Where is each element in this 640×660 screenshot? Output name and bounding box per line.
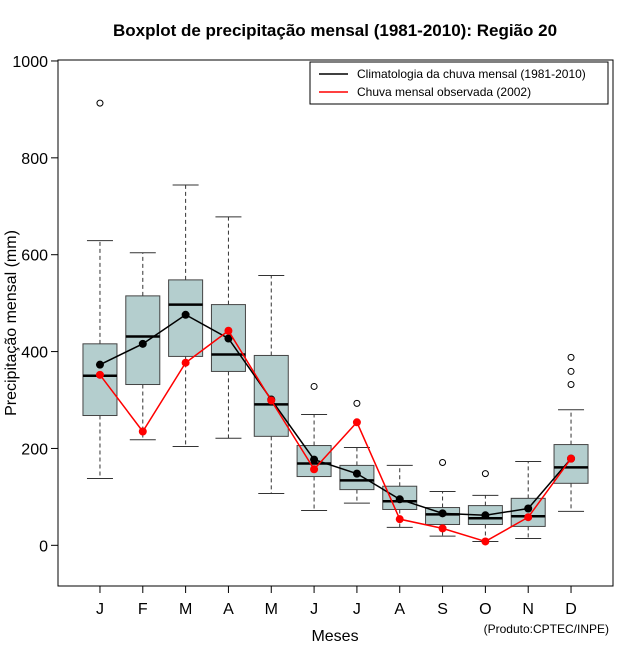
y-tick-label: 0 bbox=[39, 538, 48, 555]
outlier-point bbox=[96, 99, 104, 107]
box bbox=[553, 444, 589, 484]
box bbox=[125, 295, 161, 386]
y-tick-label: 200 bbox=[21, 441, 48, 458]
climatology-point bbox=[524, 504, 533, 513]
x-tick-label: A bbox=[223, 601, 234, 618]
outlier-point bbox=[567, 353, 575, 361]
observed-point bbox=[567, 454, 576, 463]
observed-point bbox=[138, 427, 147, 436]
box bbox=[82, 343, 118, 417]
observed-point bbox=[181, 358, 190, 367]
y-axis-label: Precipitação mensal (mm) bbox=[3, 230, 20, 416]
x-tick-label: J bbox=[310, 601, 318, 618]
y-tick-label: 1000 bbox=[12, 54, 48, 71]
x-tick-label: O bbox=[479, 601, 491, 618]
observed-point bbox=[395, 515, 404, 524]
x-tick-label: M bbox=[265, 601, 278, 618]
credit-label: (Produto:CPTEC/INPE) bbox=[484, 622, 609, 636]
outlier-point bbox=[310, 382, 318, 390]
observed-point bbox=[524, 513, 533, 522]
climatology-point bbox=[481, 511, 490, 520]
y-tick-label: 600 bbox=[21, 248, 48, 265]
outlier-point bbox=[481, 470, 489, 478]
outlier-point bbox=[439, 458, 447, 466]
outlier-point bbox=[353, 399, 361, 407]
legend-label-climatology: Climatologia da chuva mensal (1981-2010) bbox=[357, 67, 586, 81]
observed-point bbox=[481, 537, 490, 546]
observed-point bbox=[224, 326, 233, 335]
legend: Climatologia da chuva mensal (1981-2010)… bbox=[309, 61, 609, 105]
y-tick-label: 800 bbox=[21, 151, 48, 168]
x-axis-label: Meses bbox=[311, 628, 358, 645]
observed-point bbox=[267, 396, 276, 405]
climatology-point bbox=[310, 455, 319, 464]
climatology-point bbox=[438, 509, 447, 518]
x-tick-label: D bbox=[565, 601, 577, 618]
climatology-point bbox=[352, 469, 361, 478]
plot-frame bbox=[57, 59, 614, 587]
climatology-point bbox=[181, 310, 190, 319]
legend-box bbox=[309, 61, 609, 105]
observed-line bbox=[99, 329, 572, 543]
climatology-point bbox=[95, 360, 104, 369]
x-tick-label: S bbox=[437, 601, 448, 618]
observed-point bbox=[352, 418, 361, 427]
climatology-point bbox=[138, 339, 147, 348]
x-tick-label: F bbox=[138, 601, 148, 618]
observed-point bbox=[438, 524, 447, 533]
climatology-point bbox=[224, 334, 233, 343]
outlier-point bbox=[567, 381, 575, 389]
x-tick-label: A bbox=[394, 601, 405, 618]
legend-label-observed: Chuva mensal observada (2002) bbox=[357, 85, 531, 99]
outlier-point bbox=[567, 367, 575, 375]
y-tick-label: 400 bbox=[21, 345, 48, 362]
climatology-line bbox=[99, 313, 572, 517]
x-tick-label: N bbox=[522, 601, 534, 618]
observed-point bbox=[310, 465, 319, 474]
observed-point bbox=[95, 370, 104, 379]
climatology-point bbox=[395, 495, 404, 504]
chart-title: Boxplot de precipitação mensal (1981-201… bbox=[113, 21, 557, 40]
x-tick-label: J bbox=[353, 601, 361, 618]
x-tick-label: J bbox=[96, 601, 104, 618]
x-tick-label: M bbox=[179, 601, 192, 618]
